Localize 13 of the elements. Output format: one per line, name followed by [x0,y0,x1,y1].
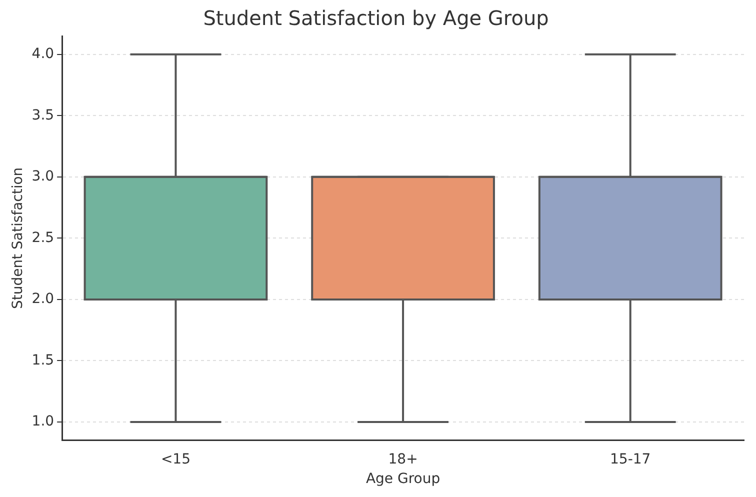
x-axis-title: Age Group [366,471,440,488]
x-tick-label: 15-17 [610,451,651,468]
y-tick-label: 3.5 [32,107,54,124]
x-tick-label: 18+ [388,451,418,468]
y-tick-label: 3.0 [32,168,54,185]
y-axis-title: Student Satisfaction [10,167,26,310]
chart-title: Student Satisfaction by Age Group [203,6,549,30]
y-tick-label: 2.5 [32,230,54,246]
x-tick-label: <15 [160,451,190,468]
y-tick-label: 4.0 [32,46,54,62]
y-tick-label: 1.5 [32,352,54,368]
y-tick-label: 2.0 [32,291,54,308]
y-tick-label: 1.0 [32,414,54,430]
